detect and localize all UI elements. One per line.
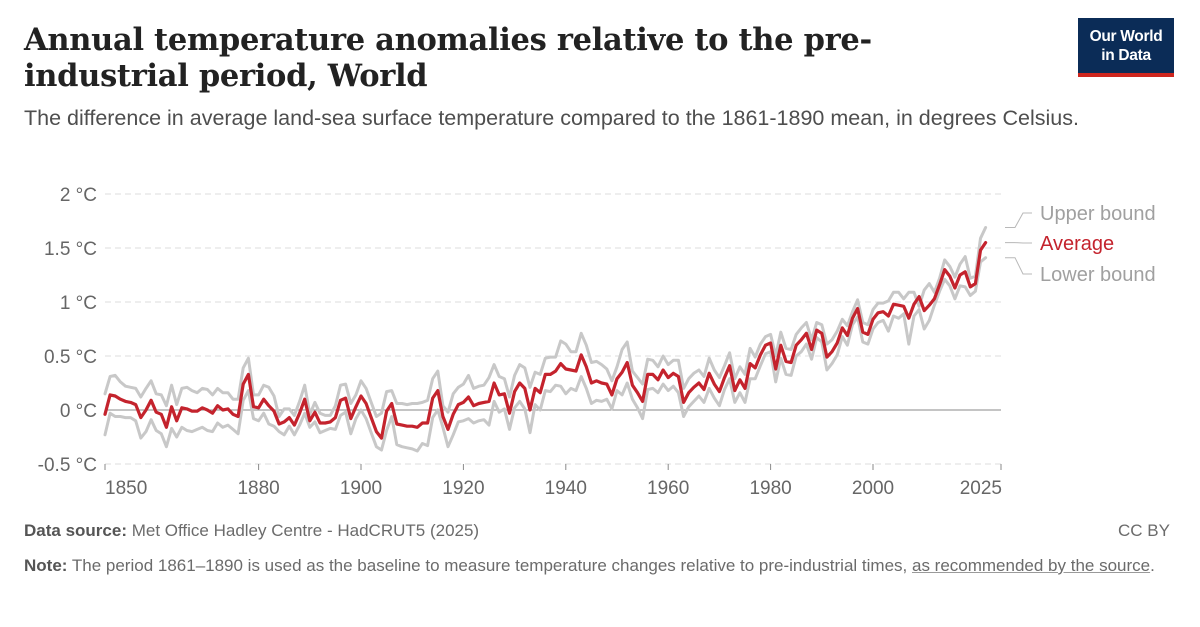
- x-tick-label: 1900: [340, 478, 382, 499]
- x-tick-label: 1960: [647, 478, 689, 499]
- y-tick-label: 1.5 °C: [44, 239, 97, 260]
- label-connector: [1005, 212, 1032, 228]
- license-link[interactable]: CC BY: [1118, 521, 1170, 540]
- series-lines: [103, 226, 988, 453]
- label-connector: [1005, 257, 1032, 275]
- series-line-average: [103, 241, 988, 440]
- series-line-lower-bound: [103, 256, 988, 453]
- y-tick-label: 2 °C: [60, 185, 97, 206]
- series-line-upper-bound: [103, 226, 988, 418]
- y-tick-label: 1 °C: [60, 293, 97, 314]
- note-text: The period 1861–1890 is used as the base…: [71, 556, 908, 575]
- x-tick-label: 1850: [105, 478, 147, 499]
- label-upper-bound: Upper bound: [1040, 203, 1156, 225]
- data-source: Data source: Met Office Hadley Centre - …: [24, 521, 479, 541]
- label-average: Average: [1040, 233, 1114, 255]
- footer-note: Note: The period 1861–1890 is used as th…: [24, 554, 1164, 578]
- chart-subtitle: The difference in average land-sea surfa…: [24, 106, 1079, 130]
- line-chart: -0.5 °C 0 °C 0.5 °C 1 °C 1.5 °C 2 °C 1850 1880…: [38, 185, 1156, 499]
- x-tick-label: 1980: [749, 478, 791, 499]
- x-tick-label: 1880: [237, 478, 279, 499]
- data-source-label: Data source:: [24, 521, 127, 540]
- x-tick-label: 2000: [852, 478, 894, 499]
- x-tick-label: 1940: [545, 478, 587, 499]
- chart-title: Annual temperature anomalies relative to…: [24, 22, 872, 94]
- gridlines: [105, 193, 1001, 465]
- note-label: Note:: [24, 556, 68, 575]
- source-recommendation-link[interactable]: as recommended by the source: [911, 556, 1151, 575]
- logo-line-1: Our World: [1089, 27, 1163, 45]
- note-end: .: [1150, 556, 1155, 575]
- data-source-text: Met Office Hadley Centre - HadCRUT5 (202…: [131, 521, 480, 540]
- series-end-labels: Upper bound Average Lower bound: [1005, 203, 1156, 286]
- owid-logo[interactable]: Our World in Data: [1078, 18, 1174, 77]
- y-axis: -0.5 °C 0 °C 0.5 °C 1 °C 1.5 °C 2 °C: [38, 185, 97, 476]
- y-tick-label: 0.5 °C: [44, 347, 97, 368]
- y-tick-label: -0.5 °C: [38, 455, 97, 476]
- x-tick-label: 2025: [960, 478, 1002, 499]
- logo-line-2: in Data: [1101, 46, 1151, 64]
- x-tick-label: 1920: [442, 478, 484, 499]
- x-axis: 1850 1880 1900 1920 1940 1960 1980 2000 2025: [104, 464, 1002, 499]
- label-lower-bound: Lower bound: [1040, 264, 1156, 286]
- y-tick-label: 0 °C: [60, 401, 97, 422]
